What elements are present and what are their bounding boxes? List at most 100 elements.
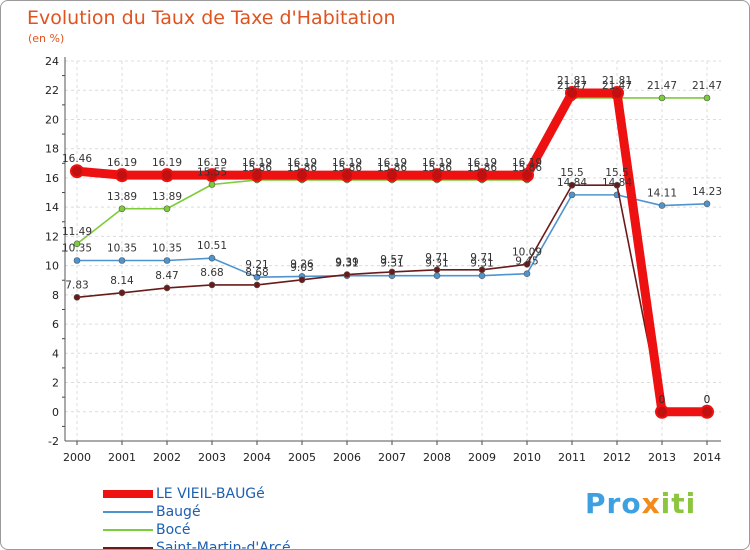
data-point (118, 205, 126, 213)
data-point (565, 86, 579, 101)
x-tick-label: 2006 (333, 451, 361, 464)
y-tick-label: 14 (45, 201, 59, 214)
data-point (658, 94, 666, 102)
data-point (478, 272, 486, 280)
legend-label: LE VIEIL-BAUGé (156, 486, 265, 502)
data-label: 16.19 (287, 157, 317, 169)
legend-label: Saint-Martin-d'Arcé (156, 540, 291, 550)
data-label: 21.81 (557, 75, 587, 87)
y-tick-label: 6 (52, 318, 59, 331)
y-tick-label: 20 (45, 113, 59, 126)
data-label: 10.09 (512, 246, 542, 258)
data-label: 8.47 (155, 270, 178, 282)
data-label: 16.19 (467, 157, 497, 169)
data-point (343, 271, 351, 278)
data-point (250, 168, 264, 183)
data-label: 16.19 (377, 157, 407, 169)
data-label: 15.86 (422, 162, 452, 174)
data-label: 9.21 (245, 259, 268, 271)
proxiti-logo: Proxiti (585, 487, 697, 520)
legend-swatch (103, 490, 153, 498)
legend-label: Bocé (156, 522, 191, 538)
data-label: 11.49 (62, 226, 92, 238)
data-point (613, 181, 621, 189)
data-point (700, 404, 714, 419)
data-label: 21.47 (647, 80, 677, 92)
legend-item: LE VIEIL-BAUGé (103, 485, 291, 503)
x-tick-label: 2005 (288, 451, 316, 464)
y-tick-label: 0 (52, 406, 59, 419)
legend-swatch (103, 547, 153, 549)
data-label: 9.03 (290, 262, 313, 274)
data-label: 9.31 (470, 258, 493, 270)
legend-item: Saint-Martin-d'Arcé (103, 539, 291, 550)
data-point (70, 164, 84, 179)
data-point (115, 168, 129, 183)
x-tick-label: 2009 (468, 451, 496, 464)
data-point (163, 284, 171, 292)
data-label: 8.14 (110, 275, 134, 287)
x-tick-label: 2000 (63, 451, 91, 464)
legend-swatch (103, 511, 153, 513)
data-label: 14.11 (647, 188, 677, 200)
data-point (208, 254, 216, 262)
data-label: 16.19 (332, 157, 362, 169)
legend-item: Baugé (103, 503, 291, 521)
data-label: 10.51 (197, 240, 227, 252)
data-point (118, 257, 126, 264)
data-point (388, 268, 396, 276)
data-point (433, 266, 441, 274)
data-point (430, 168, 444, 183)
data-label: 15.86 (242, 162, 272, 174)
data-label: 21.47 (557, 80, 587, 92)
data-point (253, 273, 261, 281)
y-tick-label: 18 (45, 143, 59, 156)
data-label: 15.86 (332, 162, 362, 174)
data-label: 16.19 (152, 157, 182, 169)
y-tick-label: 22 (45, 84, 59, 97)
data-label: 15.5 (560, 167, 583, 179)
x-tick-label: 2010 (513, 451, 541, 464)
data-point (568, 191, 576, 199)
data-point (433, 272, 441, 280)
y-tick-label: 4 (52, 347, 59, 360)
y-tick-label: 16 (45, 172, 59, 185)
data-point (208, 281, 216, 289)
data-label: 21.47 (692, 80, 722, 92)
data-point (478, 266, 486, 274)
data-point (385, 168, 399, 183)
data-point (610, 86, 624, 101)
data-point (118, 289, 126, 297)
x-tick-label: 2003 (198, 451, 226, 464)
data-label: 14.23 (692, 186, 722, 198)
data-point (160, 168, 174, 183)
data-label: 16.19 (422, 157, 452, 169)
y-tick-label: 24 (45, 55, 59, 68)
data-point (703, 200, 711, 208)
data-label: 21.81 (602, 75, 632, 87)
data-label: 13.89 (107, 191, 137, 203)
data-point (340, 168, 354, 183)
data-label: 9.26 (290, 258, 314, 270)
legend-swatch (103, 529, 153, 531)
data-point (520, 168, 534, 183)
data-label: 16.19 (197, 157, 227, 169)
y-tick-label: 8 (52, 289, 59, 302)
data-point (655, 404, 669, 419)
data-label: 15.86 (467, 162, 497, 174)
data-label: 16.19 (512, 157, 542, 169)
chart-subtitle: (en %) (28, 32, 65, 45)
data-label: 8.68 (200, 267, 223, 279)
y-tick-label: -2 (48, 435, 59, 448)
x-tick-label: 2007 (378, 451, 406, 464)
data-label: 9.71 (470, 252, 493, 264)
data-label: 9.31 (335, 258, 358, 270)
data-label: 10.35 (107, 243, 137, 255)
data-point (523, 270, 531, 277)
data-point (208, 181, 216, 188)
data-point (703, 94, 711, 102)
chart-title: Evolution du Taux de Taxe d'Habitation (27, 7, 396, 29)
data-label: 0 (659, 394, 666, 406)
